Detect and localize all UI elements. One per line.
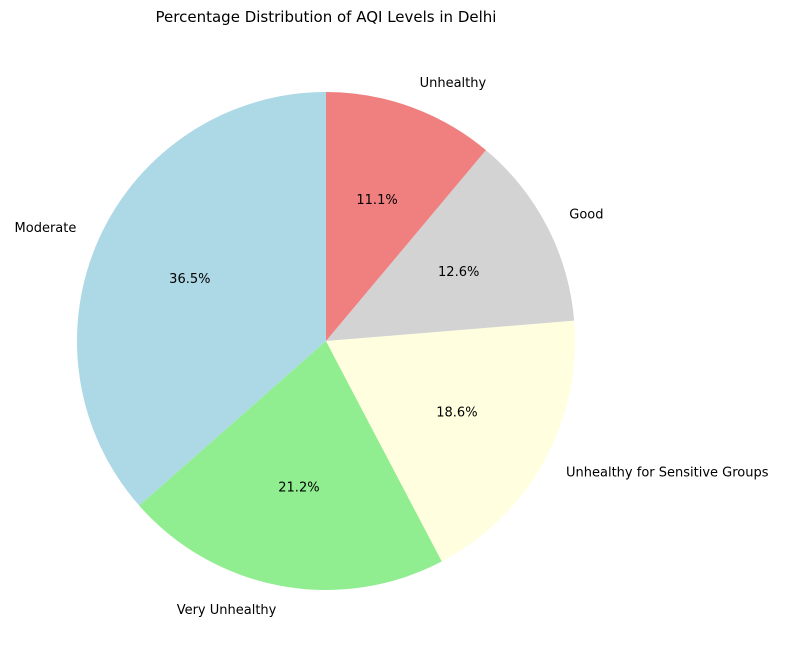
- category-label-moderate: Moderate: [15, 221, 77, 236]
- category-label-unhealthy: Unhealthy: [420, 76, 487, 91]
- category-label-very-unhealthy: Very Unhealthy: [177, 603, 277, 618]
- percentage-labels: 36.5% 21.2% 18.6% 12.6% 11.1%: [169, 193, 479, 495]
- pie-slice-unhealthy: [326, 92, 486, 341]
- pie-slice-moderate: [76, 92, 326, 506]
- pie-slices: [76, 92, 576, 590]
- category-labels: Moderate Very Unhealthy Unhealthy for Sens…: [15, 76, 769, 618]
- percentage-label-good: 12.6%: [438, 265, 479, 280]
- percentage-label-unhealthy: 11.1%: [356, 193, 397, 208]
- percentage-label-unhealthy-for-sensitive-groups: 18.6%: [436, 405, 477, 420]
- percentage-label-very-unhealthy: 21.2%: [278, 480, 319, 495]
- category-label-good: Good: [569, 208, 603, 223]
- chart-title: Percentage Distribution of AQI Levels in…: [156, 8, 497, 26]
- pie-slice-unhealthy-for-sensitive-groups: [326, 320, 576, 562]
- pie-slice-good: [326, 150, 575, 341]
- pie-slice-very-unhealthy: [139, 341, 442, 590]
- category-label-unhealthy-for-sensitive-groups: Unhealthy for Sensitive Groups: [566, 465, 769, 480]
- percentage-label-moderate: 36.5%: [169, 272, 210, 287]
